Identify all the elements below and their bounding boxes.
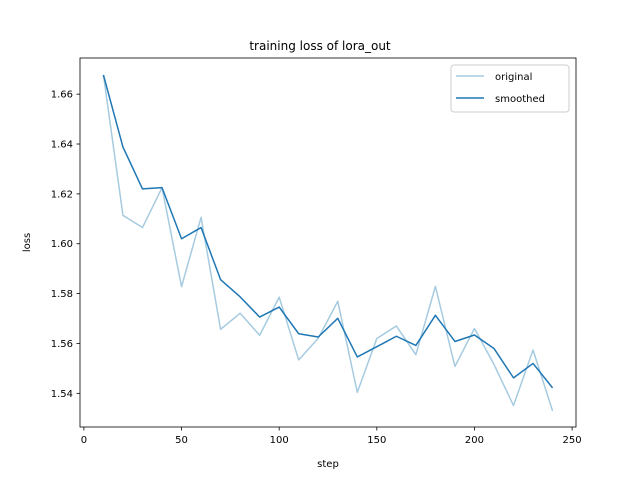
x-tick-label: 0 bbox=[81, 435, 87, 446]
data-point-smoothed bbox=[474, 334, 476, 336]
data-point-smoothed bbox=[161, 187, 163, 189]
data-point-smoothed bbox=[122, 146, 124, 148]
data-point-smoothed bbox=[298, 333, 300, 335]
data-point-original bbox=[552, 410, 554, 412]
y-tick-label: 1.64 bbox=[51, 140, 73, 151]
data-point-smoothed bbox=[513, 377, 515, 379]
y-tick-label: 1.58 bbox=[51, 289, 73, 300]
data-point-original bbox=[435, 286, 437, 288]
data-point-smoothed bbox=[396, 335, 398, 337]
data-point-smoothed bbox=[181, 238, 183, 240]
y-tick-label: 1.62 bbox=[51, 189, 73, 200]
data-point-smoothed bbox=[532, 363, 534, 365]
legend: original smoothed bbox=[450, 64, 570, 113]
data-point-smoothed bbox=[220, 279, 222, 281]
data-point-original bbox=[376, 338, 378, 340]
data-point-original bbox=[513, 405, 515, 407]
y-tick-label: 1.54 bbox=[51, 389, 73, 400]
data-point-original bbox=[337, 301, 339, 303]
data-point-original bbox=[415, 354, 417, 356]
data-point-original bbox=[239, 313, 241, 315]
data-point-smoothed bbox=[435, 315, 437, 317]
x-tick-label: 150 bbox=[367, 435, 386, 446]
data-point-smoothed bbox=[142, 188, 144, 190]
data-point-smoothed bbox=[376, 346, 378, 348]
data-point-original bbox=[474, 328, 476, 330]
data-point-smoothed bbox=[356, 356, 358, 358]
data-point-smoothed bbox=[552, 387, 554, 389]
data-point-original bbox=[122, 215, 124, 217]
data-point-smoothed bbox=[317, 336, 319, 338]
y-tick-label: 1.56 bbox=[51, 339, 73, 350]
data-point-original bbox=[532, 349, 534, 351]
y-tick-label: 1.60 bbox=[51, 239, 73, 250]
x-tick-label: 100 bbox=[270, 435, 289, 446]
data-point-original bbox=[278, 296, 280, 298]
data-point-original bbox=[493, 364, 495, 366]
data-point-original bbox=[200, 217, 202, 219]
plot-frame bbox=[79, 57, 577, 428]
data-point-smoothed bbox=[200, 227, 202, 229]
y-tick-label: 1.66 bbox=[51, 90, 73, 101]
data-point-smoothed bbox=[415, 345, 417, 347]
legend-label-original: original bbox=[495, 72, 532, 83]
data-point-smoothed bbox=[454, 341, 456, 343]
data-point-original bbox=[142, 227, 144, 229]
x-axis-ticks: 0 50 100 150 200 250 bbox=[81, 427, 582, 446]
data-point-smoothed bbox=[103, 74, 105, 76]
data-point-original bbox=[181, 286, 183, 288]
data-point-smoothed bbox=[239, 296, 241, 298]
data-point-original bbox=[454, 366, 456, 368]
data-point-original bbox=[396, 325, 398, 327]
data-point-smoothed bbox=[278, 306, 280, 308]
series-line-original bbox=[102, 74, 554, 412]
data-point-original bbox=[259, 334, 261, 336]
chart-title: training loss of lora_out bbox=[249, 39, 391, 53]
x-tick-label: 200 bbox=[465, 435, 484, 446]
y-axis-ticks: 1.54 1.56 1.58 1.60 1.62 1.64 1.66 bbox=[51, 90, 80, 400]
data-point-smoothed bbox=[337, 317, 339, 319]
data-point-smoothed bbox=[259, 316, 261, 318]
x-tick-label: 50 bbox=[175, 435, 188, 446]
data-point-original bbox=[298, 359, 300, 361]
x-axis-label: step bbox=[317, 459, 339, 470]
x-tick-label: 250 bbox=[563, 435, 582, 446]
series-line-smoothed bbox=[102, 74, 554, 389]
data-point-smoothed bbox=[493, 348, 495, 350]
legend-label-smoothed: smoothed bbox=[495, 94, 545, 105]
data-point-original bbox=[356, 392, 358, 394]
data-point-original bbox=[220, 328, 222, 330]
series-lines bbox=[102, 74, 554, 412]
y-axis-label: loss bbox=[22, 233, 33, 252]
